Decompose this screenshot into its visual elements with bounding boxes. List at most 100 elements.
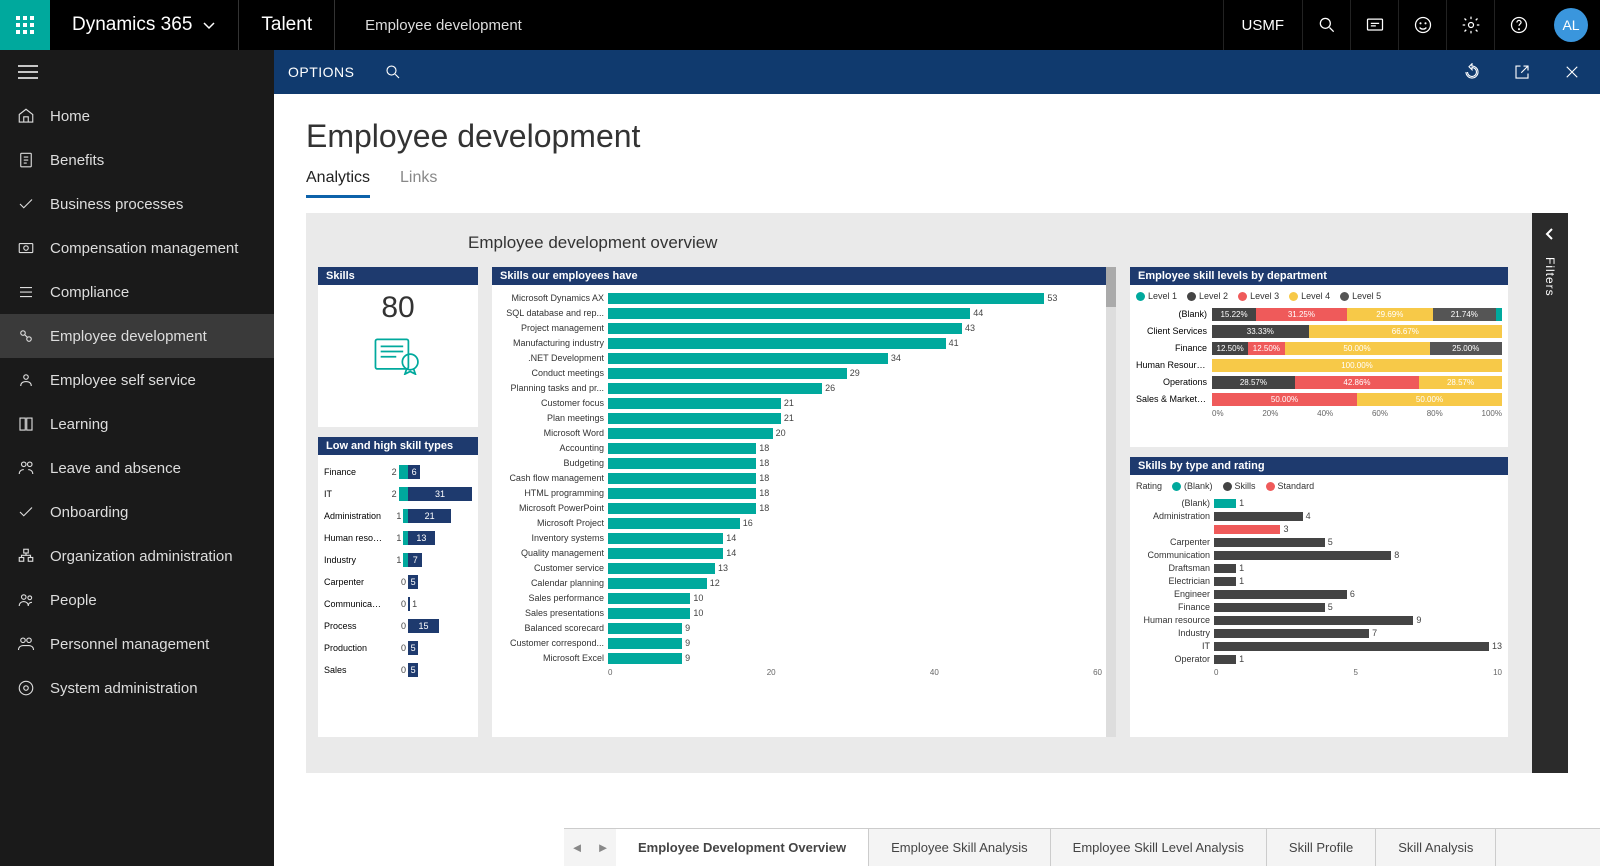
sidebar-item-learning[interactable]: Learning <box>0 402 274 446</box>
self-icon <box>16 370 36 390</box>
chart-row: Plan meetings 21 <box>498 411 1102 425</box>
tab-links[interactable]: Links <box>400 169 437 198</box>
card-low-high-skills: Low and high skill types Finance 2 6 IT … <box>318 437 478 737</box>
sidebar-item-business-processes[interactable]: Business processes <box>0 182 274 226</box>
company-picker[interactable]: USMF <box>1223 0 1303 50</box>
legend: Rating(Blank)SkillsStandard <box>1136 481 1502 491</box>
sidebar-item-employee-development[interactable]: Employee development <box>0 314 274 358</box>
chart-row: Planning tasks and pr... 26 <box>498 381 1102 395</box>
search-icon[interactable] <box>379 63 407 81</box>
sidebar-item-people[interactable]: People <box>0 578 274 622</box>
legend: Level 1Level 2Level 3Level 4Level 5 <box>1136 291 1502 301</box>
sidebar-item-benefits[interactable]: Benefits <box>0 138 274 182</box>
chart-row: Finance 5 <box>1136 601 1502 613</box>
personnel-icon <box>16 634 36 654</box>
money-icon <box>16 238 36 258</box>
sidebar-item-label: People <box>50 592 97 609</box>
sidebar-item-label: Leave and absence <box>50 460 181 477</box>
options-menu[interactable]: OPTIONS <box>288 64 355 80</box>
sidebar-item-employee-self-service[interactable]: Employee self service <box>0 358 274 402</box>
dev-icon <box>16 326 36 346</box>
sidebar-item-label: Personnel management <box>50 636 209 653</box>
check-icon <box>16 502 36 522</box>
home-icon <box>16 106 36 126</box>
chart-row: Client Services33.33%66.67% <box>1136 324 1502 338</box>
search-icon[interactable] <box>1302 0 1350 50</box>
leave-icon <box>16 458 36 478</box>
chart-row: Quality management 14 <box>498 546 1102 560</box>
avatar[interactable]: AL <box>1554 8 1588 42</box>
settings-icon[interactable] <box>1446 0 1494 50</box>
chart-row: Project management 43 <box>498 321 1102 335</box>
card-header: Skills our employees have <box>492 267 1116 285</box>
chart-row: Carpenter 5 <box>1136 536 1502 548</box>
report-tab-skill-analysis[interactable]: Skill Analysis <box>1376 829 1496 866</box>
sidebar-item-leave-and-absence[interactable]: Leave and absence <box>0 446 274 490</box>
module-label: Talent <box>239 0 335 50</box>
main: OPTIONS Employee development Analytics Li… <box>274 50 1600 866</box>
dashboard-title: Employee development overview <box>468 233 1508 253</box>
chart-row: Inventory systems 14 <box>498 531 1102 545</box>
chart-row: HTML programming 18 <box>498 486 1102 500</box>
chart-row: Industry 7 <box>1136 627 1502 639</box>
sidebar-item-label: System administration <box>50 680 198 697</box>
book-icon <box>16 414 36 434</box>
sidebar: HomeBenefits Business processes Compensati… <box>0 50 274 866</box>
sidebar-item-personnel-management[interactable]: Personnel management <box>0 622 274 666</box>
report-tab-employee-skill-analysis[interactable]: Employee Skill Analysis <box>869 829 1051 866</box>
sidebar-item-label: Employee development <box>50 328 207 345</box>
chart-row: Sales & Marketing50.00%50.00% <box>1136 392 1502 406</box>
chart-row: Manufacturing industry 41 <box>498 336 1102 350</box>
tab-nav-prev[interactable]: ◄ <box>564 829 590 866</box>
chart-row: Draftsman 1 <box>1136 562 1502 574</box>
org-icon <box>16 546 36 566</box>
chart-row: Operations28.57%42.86%28.57% <box>1136 375 1502 389</box>
chart-row: Microsoft PowerPoint 18 <box>498 501 1102 515</box>
chart-row: Budgeting 18 <box>498 456 1102 470</box>
help-icon[interactable] <box>1494 0 1542 50</box>
sidebar-item-label: Business processes <box>50 196 183 213</box>
feedback-icon[interactable] <box>1398 0 1446 50</box>
chart-row: Operator 1 <box>1136 653 1502 665</box>
card-skill-levels: Employee skill levels by department Leve… <box>1130 267 1508 447</box>
page-title: Employee development <box>306 118 1568 155</box>
sidebar-item-compliance[interactable]: Compliance <box>0 270 274 314</box>
chart-row: (Blank)15.22%31.25%29.69%21.74% <box>1136 307 1502 321</box>
filters-panel-toggle[interactable]: Filters <box>1532 213 1568 773</box>
tab-analytics[interactable]: Analytics <box>306 169 370 198</box>
chart-row: Conduct meetings 29 <box>498 366 1102 380</box>
list-icon <box>16 282 36 302</box>
card-header: Skills by type and rating <box>1130 457 1508 475</box>
report-tab-skill-profile[interactable]: Skill Profile <box>1267 829 1376 866</box>
sidebar-toggle[interactable] <box>0 50 274 94</box>
brand-dropdown[interactable]: Dynamics 365 <box>50 0 239 50</box>
tab-nav-next[interactable]: ► <box>590 829 616 866</box>
card-header: Low and high skill types <box>318 437 478 455</box>
kpi-value: 80 <box>324 291 472 325</box>
scrollbar[interactable] <box>1106 267 1116 737</box>
sidebar-item-compensation-management[interactable]: Compensation management <box>0 226 274 270</box>
chart-row: .NET Development 34 <box>498 351 1102 365</box>
app-launcher-icon[interactable] <box>0 0 50 50</box>
card-skills-have: Skills our employees have Microsoft Dyna… <box>492 267 1116 737</box>
refresh-icon[interactable] <box>1458 63 1486 81</box>
sidebar-item-system-administration[interactable]: System administration <box>0 666 274 710</box>
chart-row: Finance 2 6 <box>324 461 472 483</box>
chart-row: Process 0 15 <box>324 615 472 637</box>
chevron-down-icon <box>202 18 216 32</box>
report-tab-employee-skill-level-analysis[interactable]: Employee Skill Level Analysis <box>1051 829 1267 866</box>
card-skills-kpi: Skills 80 <box>318 267 478 427</box>
chart-row: Sales 0 5 <box>324 659 472 681</box>
close-icon[interactable] <box>1558 63 1586 81</box>
sidebar-item-organization-administration[interactable]: Organization administration <box>0 534 274 578</box>
sidebar-item-onboarding[interactable]: Onboarding <box>0 490 274 534</box>
messages-icon[interactable] <box>1350 0 1398 50</box>
chevron-left-icon <box>1543 227 1557 241</box>
chart-row: (Blank) 1 <box>1136 497 1502 509</box>
chart-row: Calendar planning 12 <box>498 576 1102 590</box>
chart-row: Microsoft Dynamics AX 53 <box>498 291 1102 305</box>
sidebar-item-home[interactable]: Home <box>0 94 274 138</box>
report-tab-employee-development-overview[interactable]: Employee Development Overview <box>616 829 869 866</box>
topbar: Dynamics 365 Talent Employee development… <box>0 0 1600 50</box>
popout-icon[interactable] <box>1508 63 1536 81</box>
